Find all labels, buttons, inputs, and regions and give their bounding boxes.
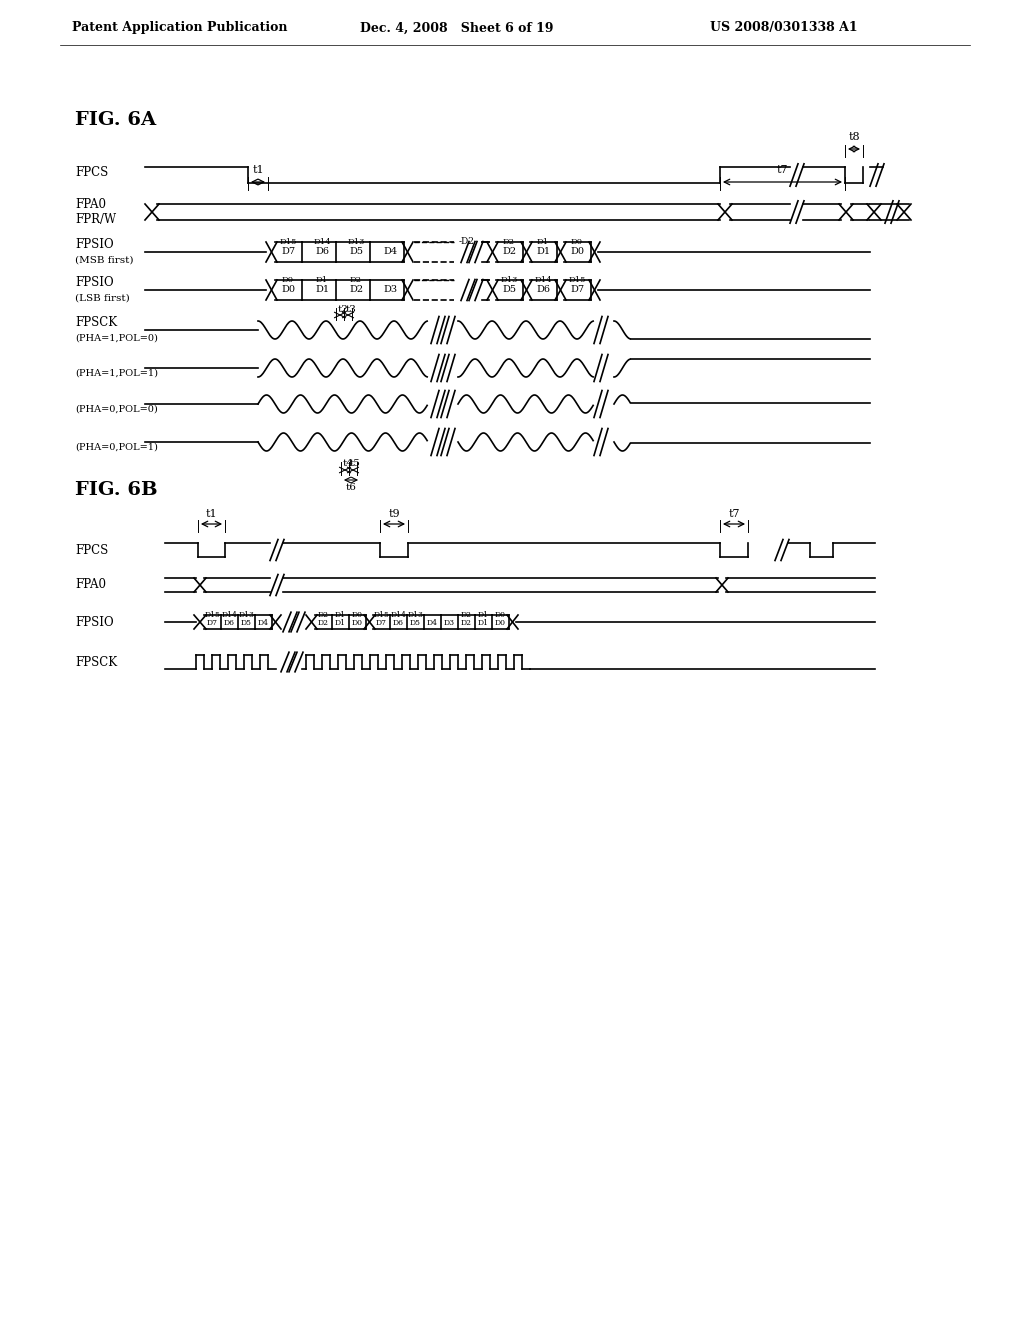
Text: D13: D13	[501, 276, 518, 284]
Text: D0: D0	[281, 285, 295, 294]
Text: t6: t6	[345, 483, 356, 492]
Text: FPSIO: FPSIO	[75, 615, 114, 628]
Text: D13: D13	[347, 238, 365, 246]
Text: D0: D0	[352, 619, 362, 627]
Text: D1: D1	[315, 285, 329, 294]
Text: FPCS: FPCS	[75, 166, 109, 180]
Text: (MSB first): (MSB first)	[75, 256, 133, 264]
Text: D14: D14	[313, 238, 331, 246]
Text: FPA0: FPA0	[75, 198, 106, 211]
Text: D5: D5	[241, 619, 252, 627]
Text: D6: D6	[224, 619, 234, 627]
Text: D1: D1	[316, 276, 328, 284]
Text: D4: D4	[427, 619, 438, 627]
Text: FPA0: FPA0	[75, 578, 106, 591]
Text: t5: t5	[350, 459, 360, 469]
Text: D7: D7	[376, 619, 387, 627]
Text: t2: t2	[338, 305, 349, 314]
Text: D5: D5	[502, 285, 516, 294]
Text: D15: D15	[568, 276, 586, 284]
Text: FIG. 6A: FIG. 6A	[75, 111, 156, 129]
Text: D2: D2	[502, 248, 516, 256]
Text: t1: t1	[252, 165, 264, 176]
Text: D0: D0	[352, 611, 362, 619]
Text: D2: D2	[318, 619, 329, 627]
Text: D1: D1	[478, 619, 489, 627]
Text: t4: t4	[343, 459, 354, 469]
Text: D4: D4	[258, 619, 269, 627]
Text: D4: D4	[383, 248, 397, 256]
Text: D0: D0	[571, 238, 583, 246]
Text: D0: D0	[282, 276, 294, 284]
Text: D0: D0	[495, 611, 506, 619]
Text: (PHA=0,POL=1): (PHA=0,POL=1)	[75, 442, 158, 451]
Text: D2: D2	[349, 285, 364, 294]
Text: FPSIO: FPSIO	[75, 276, 114, 289]
Text: D7: D7	[207, 619, 218, 627]
Text: D7: D7	[281, 248, 295, 256]
Text: D2: D2	[461, 611, 472, 619]
Text: (LSB first): (LSB first)	[75, 293, 130, 302]
Text: D6: D6	[536, 285, 550, 294]
Text: t1: t1	[206, 510, 217, 519]
Text: FPR/W: FPR/W	[75, 213, 116, 226]
Text: FPSCK: FPSCK	[75, 317, 117, 330]
Text: t3: t3	[346, 305, 357, 314]
Text: D14: D14	[221, 611, 238, 619]
Text: D0: D0	[570, 248, 584, 256]
Text: D13: D13	[408, 611, 424, 619]
Text: D3: D3	[383, 285, 397, 294]
Text: D15: D15	[205, 611, 220, 619]
Text: D5: D5	[410, 619, 421, 627]
Text: FIG. 6B: FIG. 6B	[75, 480, 158, 499]
Text: t9: t9	[388, 510, 399, 519]
Text: D3: D3	[444, 619, 455, 627]
Text: D7: D7	[570, 285, 584, 294]
Text: FPCS: FPCS	[75, 544, 109, 557]
Text: (PHA=0,POL=0): (PHA=0,POL=0)	[75, 404, 158, 413]
Text: D2: D2	[350, 276, 362, 284]
Text: D14: D14	[390, 611, 407, 619]
Text: D6: D6	[393, 619, 404, 627]
Text: D5: D5	[349, 248, 362, 256]
Text: FPSIO: FPSIO	[75, 239, 114, 252]
Text: D15: D15	[280, 238, 297, 246]
Text: Patent Application Publication: Patent Application Publication	[72, 21, 288, 34]
Text: -D2: -D2	[459, 238, 475, 247]
Text: D14: D14	[535, 276, 552, 284]
Text: D13: D13	[239, 611, 255, 619]
Text: D2: D2	[461, 619, 472, 627]
Text: D1: D1	[536, 248, 550, 256]
Text: D0: D0	[495, 619, 506, 627]
Text: D1: D1	[335, 611, 346, 619]
Text: D1: D1	[478, 611, 489, 619]
Text: FPSCK: FPSCK	[75, 656, 117, 668]
Text: D15: D15	[374, 611, 389, 619]
Text: US 2008/0301338 A1: US 2008/0301338 A1	[710, 21, 858, 34]
Text: (PHA=1,POL=0): (PHA=1,POL=0)	[75, 334, 158, 342]
Text: t7: t7	[777, 165, 788, 176]
Text: t8: t8	[848, 132, 860, 143]
Text: D6: D6	[315, 248, 329, 256]
Text: t7: t7	[728, 510, 739, 519]
Text: D1: D1	[335, 619, 346, 627]
Text: D2: D2	[503, 238, 515, 246]
Text: (PHA=1,POL=1): (PHA=1,POL=1)	[75, 368, 158, 378]
Text: D1: D1	[537, 238, 549, 246]
Text: D2: D2	[318, 611, 329, 619]
Text: Dec. 4, 2008   Sheet 6 of 19: Dec. 4, 2008 Sheet 6 of 19	[360, 21, 554, 34]
